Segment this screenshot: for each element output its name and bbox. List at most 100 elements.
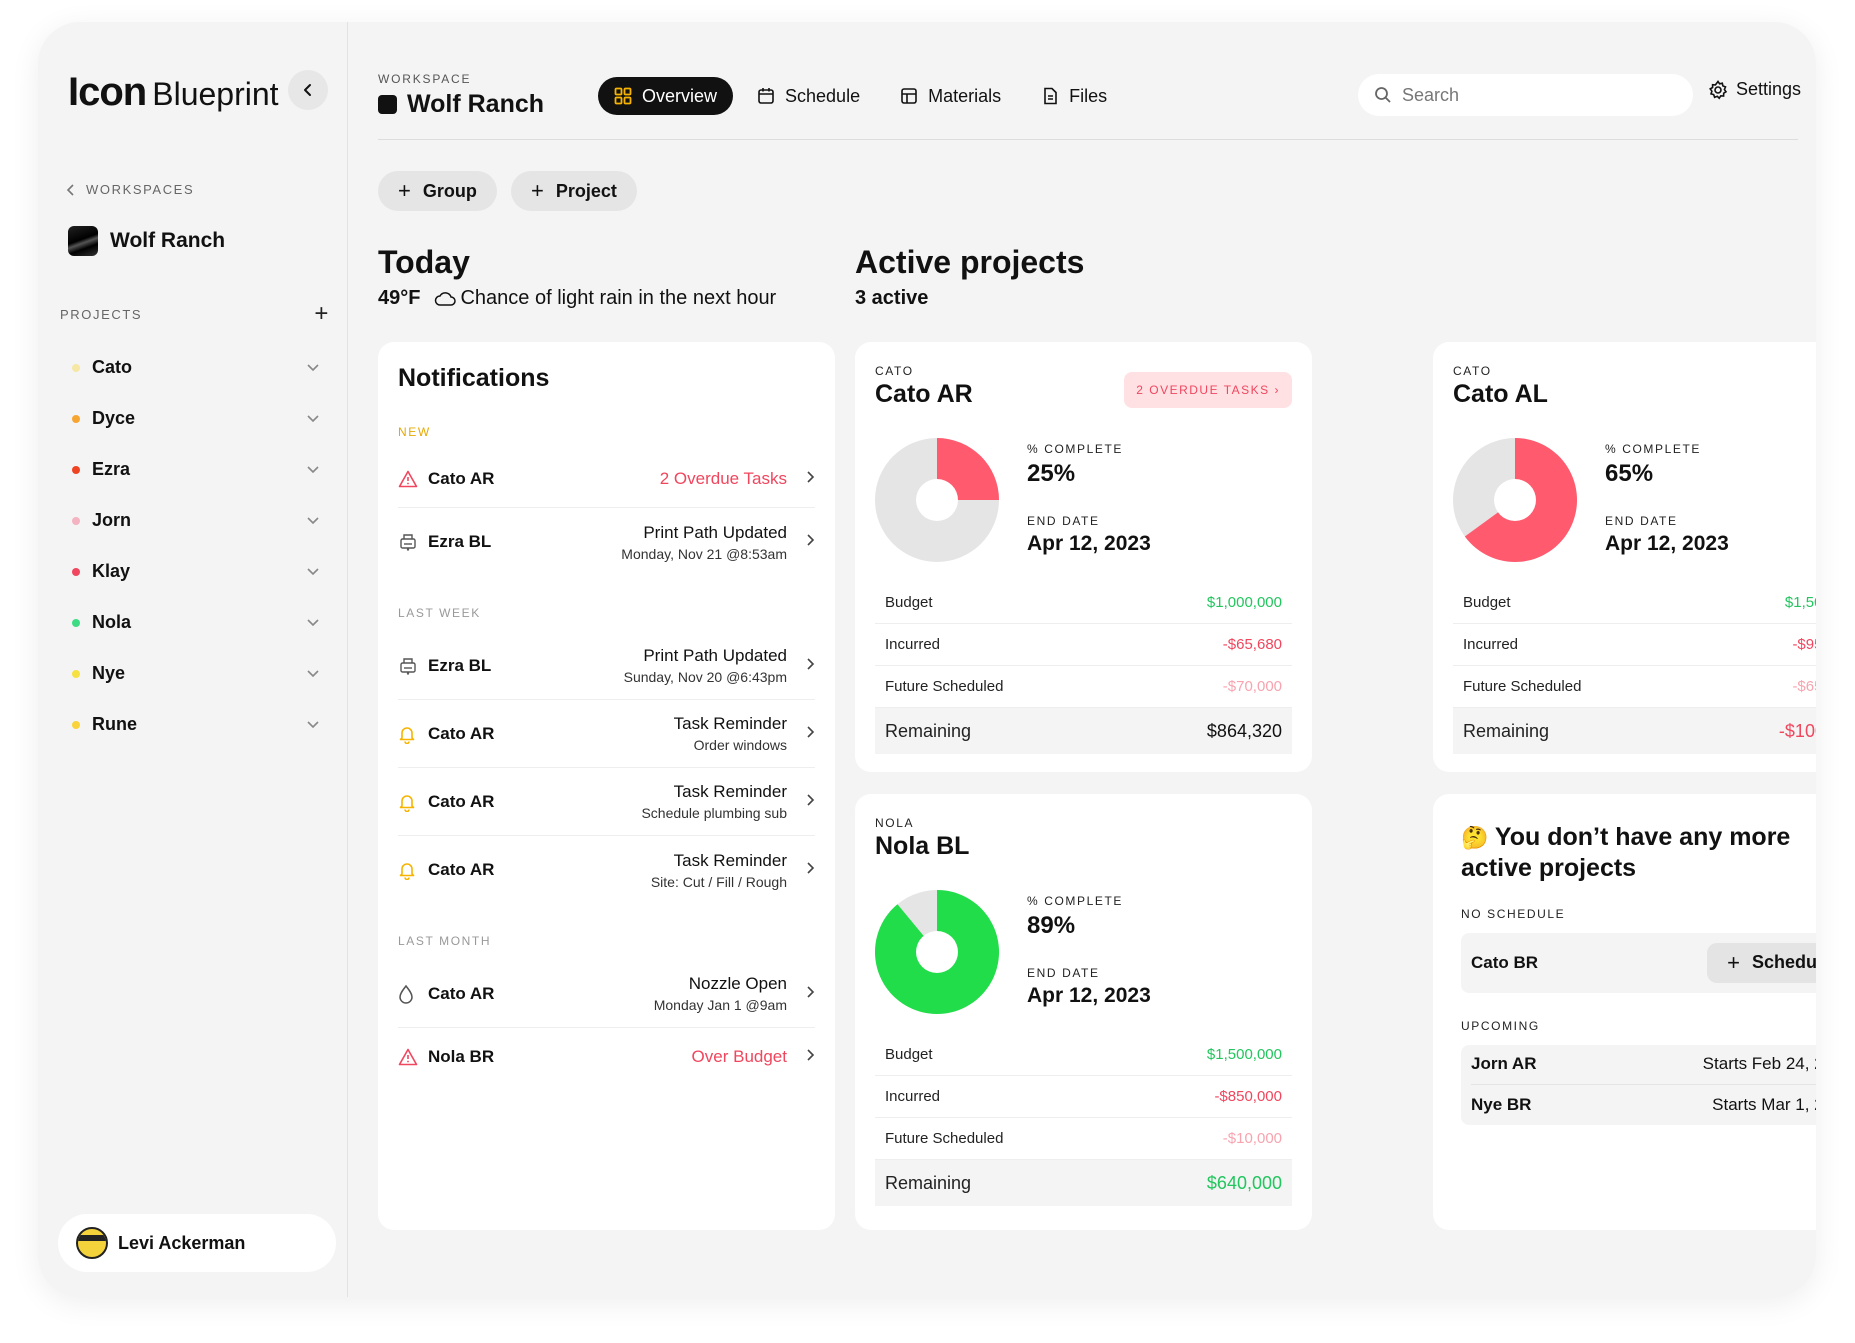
complete-label: % COMPLETE	[1027, 894, 1124, 908]
chevron-right-icon	[807, 862, 815, 874]
complete-value: 65%	[1605, 460, 1654, 487]
layout-icon	[901, 88, 917, 104]
schedule-button[interactable]: + Schedule	[1707, 942, 1816, 983]
notification-row[interactable]: Nola BR Over Budget	[398, 1028, 815, 1085]
plus-icon: +	[1727, 949, 1740, 975]
sidebar-item-label: Rune	[92, 714, 137, 734]
notification-row[interactable]: Cato AR Task Reminder Schedule plumbing su…	[398, 768, 815, 836]
chevron-down-icon[interactable]	[306, 516, 320, 526]
chevron-down-icon[interactable]	[306, 567, 320, 577]
chevron-down-icon[interactable]	[306, 618, 320, 628]
sidebar-item-nye[interactable]: Nye	[60, 648, 330, 699]
end-date-label: END DATE	[1605, 514, 1678, 528]
project-card-nola-bl[interactable]: NOLA Nola BL % COMPLETE 89% END DATE Apr 12, …	[855, 794, 1312, 1230]
calendar-icon	[758, 88, 774, 104]
incurred-label: Incurred	[885, 636, 941, 653]
notification-title: Task Reminder	[673, 850, 787, 870]
budget-label: Budget	[1463, 594, 1511, 611]
gear-icon	[1709, 79, 1728, 99]
notification-detail: Monday, Nov 21 @8:53am	[621, 545, 787, 562]
tab-materials[interactable]: Materials	[884, 77, 1017, 115]
future-scheduled-row: Future Scheduled -$70,000	[875, 666, 1292, 708]
chevron-right-icon	[807, 471, 815, 483]
project-card-cato-ar[interactable]: CATO Cato AR 2 OVERDUE TASKS › % COMPLETE 25…	[855, 342, 1312, 772]
pie-hole	[916, 931, 958, 973]
remaining-value: -$100,000	[1778, 720, 1816, 741]
project-stats: % COMPLETE 89% END DATE Apr 12, 2023	[1027, 894, 1151, 1008]
sidebar-item-ezra[interactable]: Ezra	[60, 444, 330, 495]
sidebar-item-jorn[interactable]: Jorn	[60, 495, 330, 546]
header-divider	[378, 139, 1798, 140]
settings-button[interactable]: Settings	[1708, 79, 1801, 100]
temperature: 49°F	[378, 287, 421, 309]
remaining-value: $864,320	[1206, 720, 1282, 741]
chevron-down-icon[interactable]	[306, 363, 320, 373]
chevron-right-icon	[807, 1048, 815, 1061]
search-input[interactable]	[1402, 84, 1672, 106]
search-box[interactable]	[1358, 74, 1693, 116]
search-icon	[1375, 87, 1391, 103]
project-color-dot	[72, 567, 80, 576]
notification-row[interactable]: Ezra BL Print Path Updated Monday, Nov 21 …	[398, 508, 815, 576]
main-content: WORKSPACE Wolf Ranch Overview Schedule M…	[348, 22, 1816, 1297]
drop-icon	[399, 984, 413, 1004]
project-card-cato-al[interactable]: CATO Cato AL % COMPLETE 65% END DATE Apr 12, …	[1433, 342, 1816, 772]
project-color-dot	[72, 516, 80, 525]
notification-row[interactable]: Cato AR Task Reminder Order windows	[398, 700, 815, 768]
grid-icon	[614, 87, 632, 105]
sidebar-item-label: Cato	[92, 357, 132, 377]
chevron-down-icon[interactable]	[306, 720, 320, 730]
tab-overview[interactable]: Overview	[598, 77, 734, 115]
chevron-down-icon[interactable]	[306, 669, 320, 679]
current-workspace[interactable]: Wolf Ranch	[68, 226, 225, 256]
chevron-down-icon[interactable]	[306, 465, 320, 475]
notification-row[interactable]: Ezra BL Print Path Updated Sunday, Nov 20 …	[398, 632, 815, 700]
today-heading: Today	[378, 244, 470, 280]
notification-row[interactable]: Cato AR Nozzle Open Monday Jan 1 @9am	[398, 960, 815, 1028]
end-date-value: Apr 12, 2023	[1605, 532, 1729, 555]
sidebar-item-rune[interactable]: Rune	[60, 699, 330, 750]
project-color-dot	[72, 363, 80, 372]
remaining-row: Remaining -$100,000	[1453, 708, 1816, 754]
sidebar-item-klay[interactable]: Klay	[60, 546, 330, 597]
thinking-emoji-icon: 🤔	[1461, 825, 1489, 850]
settings-label: Settings	[1736, 79, 1802, 99]
workspaces-back-link[interactable]: WORKSPACES	[66, 182, 194, 197]
notification-row[interactable]: Cato AR 2 Overdue Tasks	[398, 451, 815, 508]
notification-project: Ezra BL	[428, 655, 492, 675]
future-scheduled-label: Future Scheduled	[1463, 678, 1582, 695]
upcoming-row[interactable]: Jorn AR Starts Feb 24, 2023	[1471, 1045, 1816, 1085]
overdue-tasks-badge[interactable]: 2 OVERDUE TASKS ›	[1124, 372, 1292, 408]
notification-row[interactable]: Cato AR Task Reminder Site: Cut / Fill / R…	[398, 836, 815, 904]
notification-project: Ezra BL	[428, 532, 492, 551]
upcoming-row[interactable]: Nye BR Starts Mar 1, 2023	[1471, 1085, 1816, 1125]
tab-schedule[interactable]: Schedule	[741, 77, 876, 115]
tab-files[interactable]: Files	[1025, 77, 1123, 115]
sidebar-item-label: Nye	[92, 663, 126, 683]
future-scheduled-label: Future Scheduled	[885, 1130, 1004, 1147]
sidebar-item-dyce[interactable]: Dyce	[60, 393, 330, 444]
chevron-down-icon[interactable]	[306, 414, 320, 424]
chevron-right-icon	[807, 657, 815, 670]
sidebar-item-nola[interactable]: Nola	[60, 597, 330, 648]
project-name: Nola BL	[875, 832, 970, 860]
add-project-button[interactable]: + Project	[511, 171, 637, 211]
project-color-dot	[72, 414, 80, 423]
project-name: Cato AR	[875, 380, 973, 408]
last-week-notifications-list: Ezra BL Print Path Updated Sunday, Nov 20 …	[398, 632, 815, 904]
sidebar-item-cato[interactable]: Cato	[60, 342, 330, 393]
notification-project: Nola BR	[428, 1046, 495, 1066]
budget-value: $1,500,000	[1206, 1046, 1282, 1063]
upcoming-list: Jorn AR Starts Feb 24, 2023 Nye BR Start…	[1461, 1044, 1816, 1125]
brand-logo[interactable]: Icon Blueprint	[68, 70, 279, 115]
remaining-value: $640,000	[1206, 1172, 1282, 1193]
forecast-text: Chance of light rain in the next hour	[460, 287, 777, 309]
notification-detail: Schedule plumbing sub	[641, 805, 787, 821]
add-group-button[interactable]: + Group	[378, 171, 497, 211]
future-scheduled-value: -$650,000	[1792, 678, 1816, 695]
no-schedule-label: NO SCHEDULE	[1461, 906, 1566, 921]
end-date-value: Apr 12, 2023	[1027, 984, 1151, 1007]
collapse-sidebar-button[interactable]	[288, 70, 328, 110]
user-profile-button[interactable]: Levi Ackerman	[58, 1214, 336, 1272]
add-project-icon[interactable]: +	[314, 300, 330, 327]
